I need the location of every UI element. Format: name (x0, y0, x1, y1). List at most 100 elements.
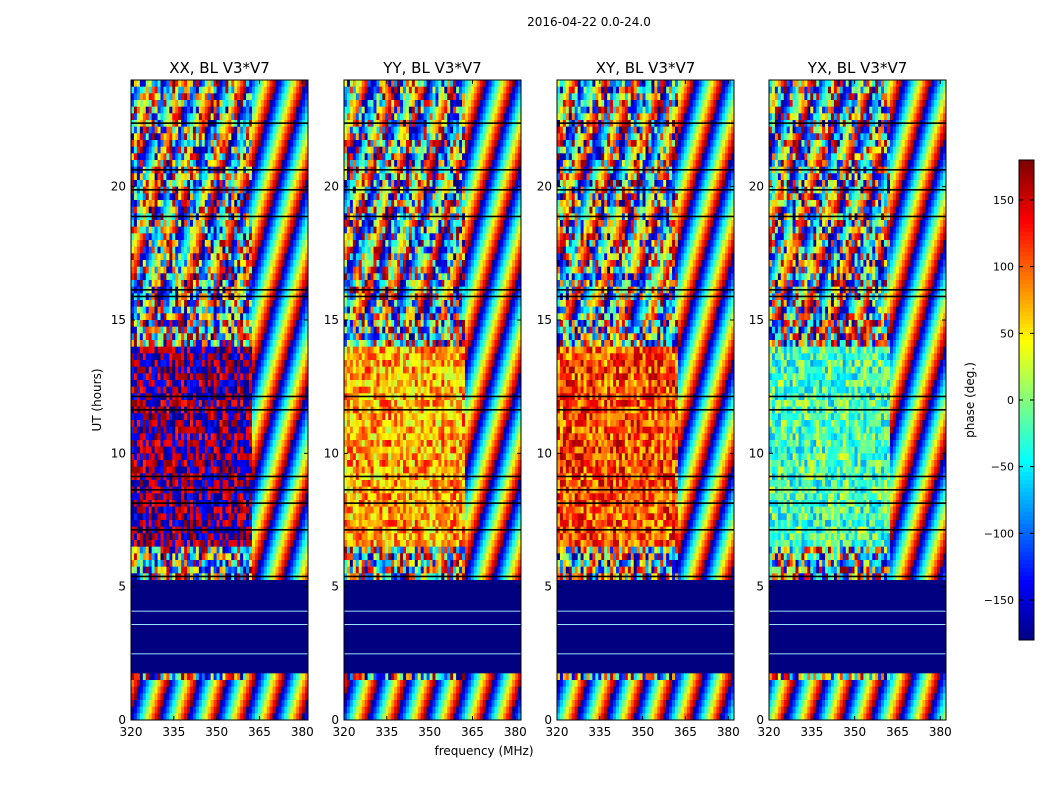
heatmap-image (344, 80, 521, 720)
colorbar-segment (1019, 416, 1034, 421)
panel-title: XX, BL V3*V7 (169, 59, 270, 77)
colorbar: −150 −100 −50 0 50 100 150 (984, 159, 1035, 641)
colorbar-segment (1019, 572, 1034, 577)
colorbar-segment (1019, 636, 1034, 641)
colorbar-segment (1019, 484, 1034, 489)
colorbar-segment (1019, 440, 1034, 445)
colorbar-segment (1019, 280, 1034, 285)
colorbar-segment (1019, 624, 1034, 629)
x-tick-label: 335 (162, 725, 185, 739)
y-tick-label: 0 (331, 713, 339, 727)
colorbar-segment (1019, 552, 1034, 557)
colorbar-segment (1019, 316, 1034, 321)
colorbar-segment (1019, 620, 1034, 625)
heatmap-image (769, 80, 946, 720)
y-tick-label: 20 (537, 180, 552, 194)
colorbar-segment (1019, 424, 1034, 429)
y-tick-label: 10 (111, 446, 126, 460)
figure-suptitle: 2016-04-22 0.0-24.0 (527, 15, 651, 29)
colorbar-segment (1019, 500, 1034, 505)
colorbar-segment (1019, 612, 1034, 617)
colorbar-segment (1019, 392, 1034, 397)
colorbar-segment (1019, 356, 1034, 361)
y-tick-label: 10 (324, 446, 339, 460)
x-tick-label: 320 (758, 725, 781, 739)
colorbar-segment (1019, 372, 1034, 377)
colorbar-segment (1019, 284, 1034, 289)
heatmap-image (131, 80, 308, 720)
x-tick-label: 350 (843, 725, 866, 739)
colorbar-segment (1019, 496, 1034, 501)
colorbar-segment (1019, 596, 1034, 601)
colorbar-segment (1019, 204, 1034, 209)
colorbar-tick-label: 0 (1007, 394, 1014, 407)
colorbar-segment (1019, 452, 1034, 457)
colorbar-segment (1019, 344, 1034, 349)
y-tick-label: 0 (756, 713, 764, 727)
colorbar-segment (1019, 336, 1034, 341)
colorbar-segment (1019, 188, 1034, 193)
y-tick-label: 20 (111, 180, 126, 194)
colorbar-segment (1019, 364, 1034, 369)
y-tick-label: 10 (537, 446, 552, 460)
colorbar-tick-label: 50 (1000, 327, 1014, 340)
x-tick-label: 335 (800, 725, 823, 739)
x-tick-label: 365 (674, 725, 697, 739)
colorbar-segment (1019, 360, 1034, 365)
colorbar-segment (1019, 376, 1034, 381)
x-tick-label: 320 (120, 725, 143, 739)
colorbar-segment (1019, 480, 1034, 485)
y-tick-label: 15 (111, 313, 126, 327)
colorbar-segment (1019, 512, 1034, 517)
colorbar-segment (1019, 184, 1034, 189)
colorbar-segment (1019, 448, 1034, 453)
colorbar-segment (1019, 592, 1034, 597)
colorbar-segment (1019, 412, 1034, 417)
colorbar-segment (1019, 608, 1034, 613)
x-tick-label: 380 (291, 725, 314, 739)
colorbar-segment (1019, 252, 1034, 257)
colorbar-tick-label: 100 (993, 261, 1014, 274)
x-tick-label: 350 (418, 725, 441, 739)
y-tick-label: 5 (331, 580, 339, 594)
colorbar-segment (1019, 560, 1034, 565)
panel-2: YY, BL V3*V7 320 335 350 365 380 0 5 10 15 20 (324, 59, 527, 739)
y-tick-label: 20 (749, 180, 764, 194)
colorbar-segment (1019, 176, 1034, 181)
panel-frame (343, 79, 522, 721)
colorbar-segment (1019, 476, 1034, 481)
colorbar-segment (1019, 264, 1034, 269)
colorbar-segment (1019, 220, 1034, 225)
colorbar-segment (1019, 380, 1034, 385)
panels-group: XX, BL V3*V7 320 335 350 365 380 0 5 10 15 20 YY, B… (111, 59, 952, 739)
colorbar-segment (1019, 216, 1034, 221)
x-tick-label: 350 (205, 725, 228, 739)
colorbar-segment (1019, 444, 1034, 449)
heatmap-image (557, 80, 734, 720)
colorbar-segment (1019, 276, 1034, 281)
colorbar-segment (1019, 472, 1034, 477)
colorbar-segment (1019, 420, 1034, 425)
x-tick-label: 380 (717, 725, 740, 739)
x-tick-label: 350 (631, 725, 654, 739)
colorbar-segment (1019, 456, 1034, 461)
colorbar-segment (1019, 232, 1034, 237)
y-tick-label: 0 (544, 713, 552, 727)
colorbar-segment (1019, 408, 1034, 413)
panel-title: YY, BL V3*V7 (382, 59, 481, 77)
colorbar-segment (1019, 228, 1034, 233)
colorbar-segment (1019, 564, 1034, 569)
colorbar-segment (1019, 272, 1034, 277)
x-tick-label: 380 (504, 725, 527, 739)
colorbar-segment (1019, 304, 1034, 309)
colorbar-segment (1019, 308, 1034, 313)
x-tick-label: 380 (929, 725, 952, 739)
colorbar-segment (1019, 200, 1034, 205)
y-tick-label: 5 (544, 580, 552, 594)
colorbar-segment (1019, 536, 1034, 541)
colorbar-segment (1019, 192, 1034, 197)
colorbar-tick-label: 150 (993, 194, 1014, 207)
colorbar-segment (1019, 312, 1034, 317)
colorbar-segment (1019, 180, 1034, 185)
